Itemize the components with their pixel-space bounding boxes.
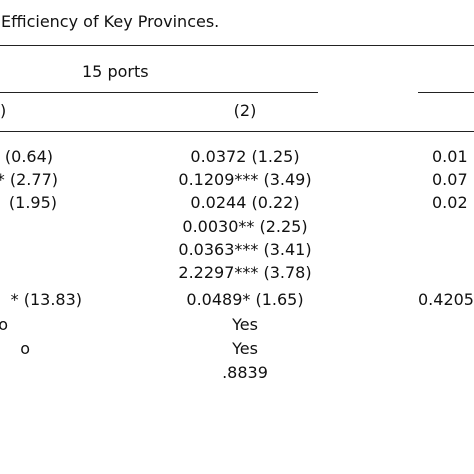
header-rule (0, 131, 474, 132)
table-cell: * (13.83) (10, 290, 82, 309)
table-cell: o (0, 315, 8, 334)
table-cell: 0.0030** (2.25) (182, 217, 308, 236)
table-cell: 0.02 (432, 193, 468, 212)
table-cell: 0.01 (432, 147, 468, 166)
table-title: Efficiency of Key Provinces. (1, 12, 220, 31)
table-cell: Yes (232, 315, 258, 334)
group-rule (0, 92, 318, 93)
table-cell: 2.2297*** (3.78) (178, 263, 312, 282)
table-cell: 0.0372 (1.25) (190, 147, 300, 166)
column-header: (2) (233, 101, 257, 120)
table-cell: (0.64) (4, 147, 53, 166)
table-cell: 0.0489* (1.65) (186, 290, 304, 309)
top-rule (0, 45, 474, 46)
column-header: ) (0, 101, 7, 120)
table-cell: o (20, 339, 30, 358)
table-cell: (1.95) (8, 193, 57, 212)
table-cell: 0.0244 (0.22) (190, 193, 300, 212)
table-cell: 0.1209*** (3.49) (178, 170, 312, 189)
table-cell: .8839 (222, 363, 268, 382)
group-rule (418, 92, 474, 93)
table-cell: Yes (232, 339, 258, 358)
table-cell: 0.4205 (418, 290, 474, 309)
table-cell: 0.07 (432, 170, 468, 189)
table-cell: 0.0363*** (3.41) (178, 240, 312, 259)
group-header: 15 ports (82, 62, 149, 81)
table-cell: * (2.77) (0, 170, 58, 189)
